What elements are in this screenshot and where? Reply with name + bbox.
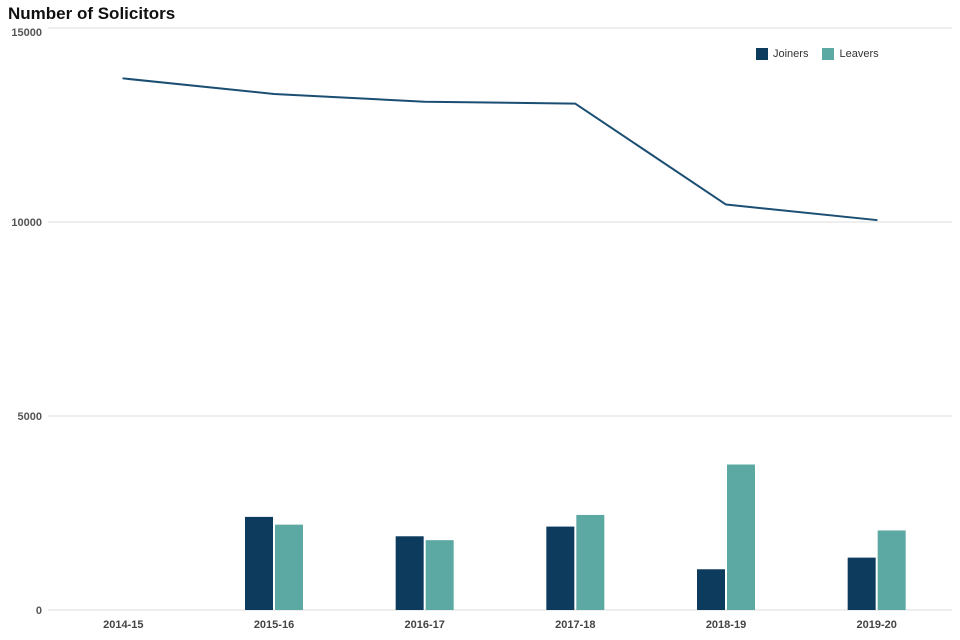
chart-title: Number of Solicitors bbox=[8, 4, 176, 23]
legend-item-joiners: Joiners bbox=[756, 48, 808, 60]
legend-label-joiners: Joiners bbox=[773, 48, 809, 60]
y-tick-label: 0 bbox=[36, 605, 42, 617]
bar-joiners bbox=[245, 516, 273, 610]
bar-joiners bbox=[546, 526, 575, 610]
y-tick-label: 5000 bbox=[18, 411, 42, 423]
joiners-swatch-icon bbox=[756, 48, 768, 60]
bar-joiners bbox=[697, 569, 725, 610]
bar-leavers bbox=[275, 524, 303, 610]
x-axis-label: 2018-19 bbox=[706, 619, 746, 631]
bar-joiners bbox=[395, 536, 424, 610]
bar-leavers bbox=[576, 514, 605, 610]
x-axis-label: 2015-16 bbox=[254, 619, 294, 631]
bar-leavers bbox=[877, 530, 906, 610]
legend-label-leavers: Leavers bbox=[839, 48, 879, 60]
y-tick-label: 15000 bbox=[11, 27, 42, 39]
bar-joiners bbox=[847, 557, 876, 610]
x-axis-label: 2017-18 bbox=[555, 619, 595, 631]
bar-leavers bbox=[425, 540, 454, 610]
x-axis-label: 2019-20 bbox=[856, 619, 896, 631]
leavers-swatch-icon bbox=[822, 48, 835, 60]
y-tick-label: 10000 bbox=[11, 217, 42, 229]
legend-item-leavers: Leavers bbox=[822, 48, 879, 60]
x-axis-label: 2014-15 bbox=[103, 619, 143, 631]
x-axis-label: 2016-17 bbox=[404, 619, 444, 631]
legend: Joiners Leavers bbox=[756, 48, 879, 60]
solicitors-line bbox=[122, 77, 878, 222]
bar-leavers bbox=[727, 464, 755, 610]
